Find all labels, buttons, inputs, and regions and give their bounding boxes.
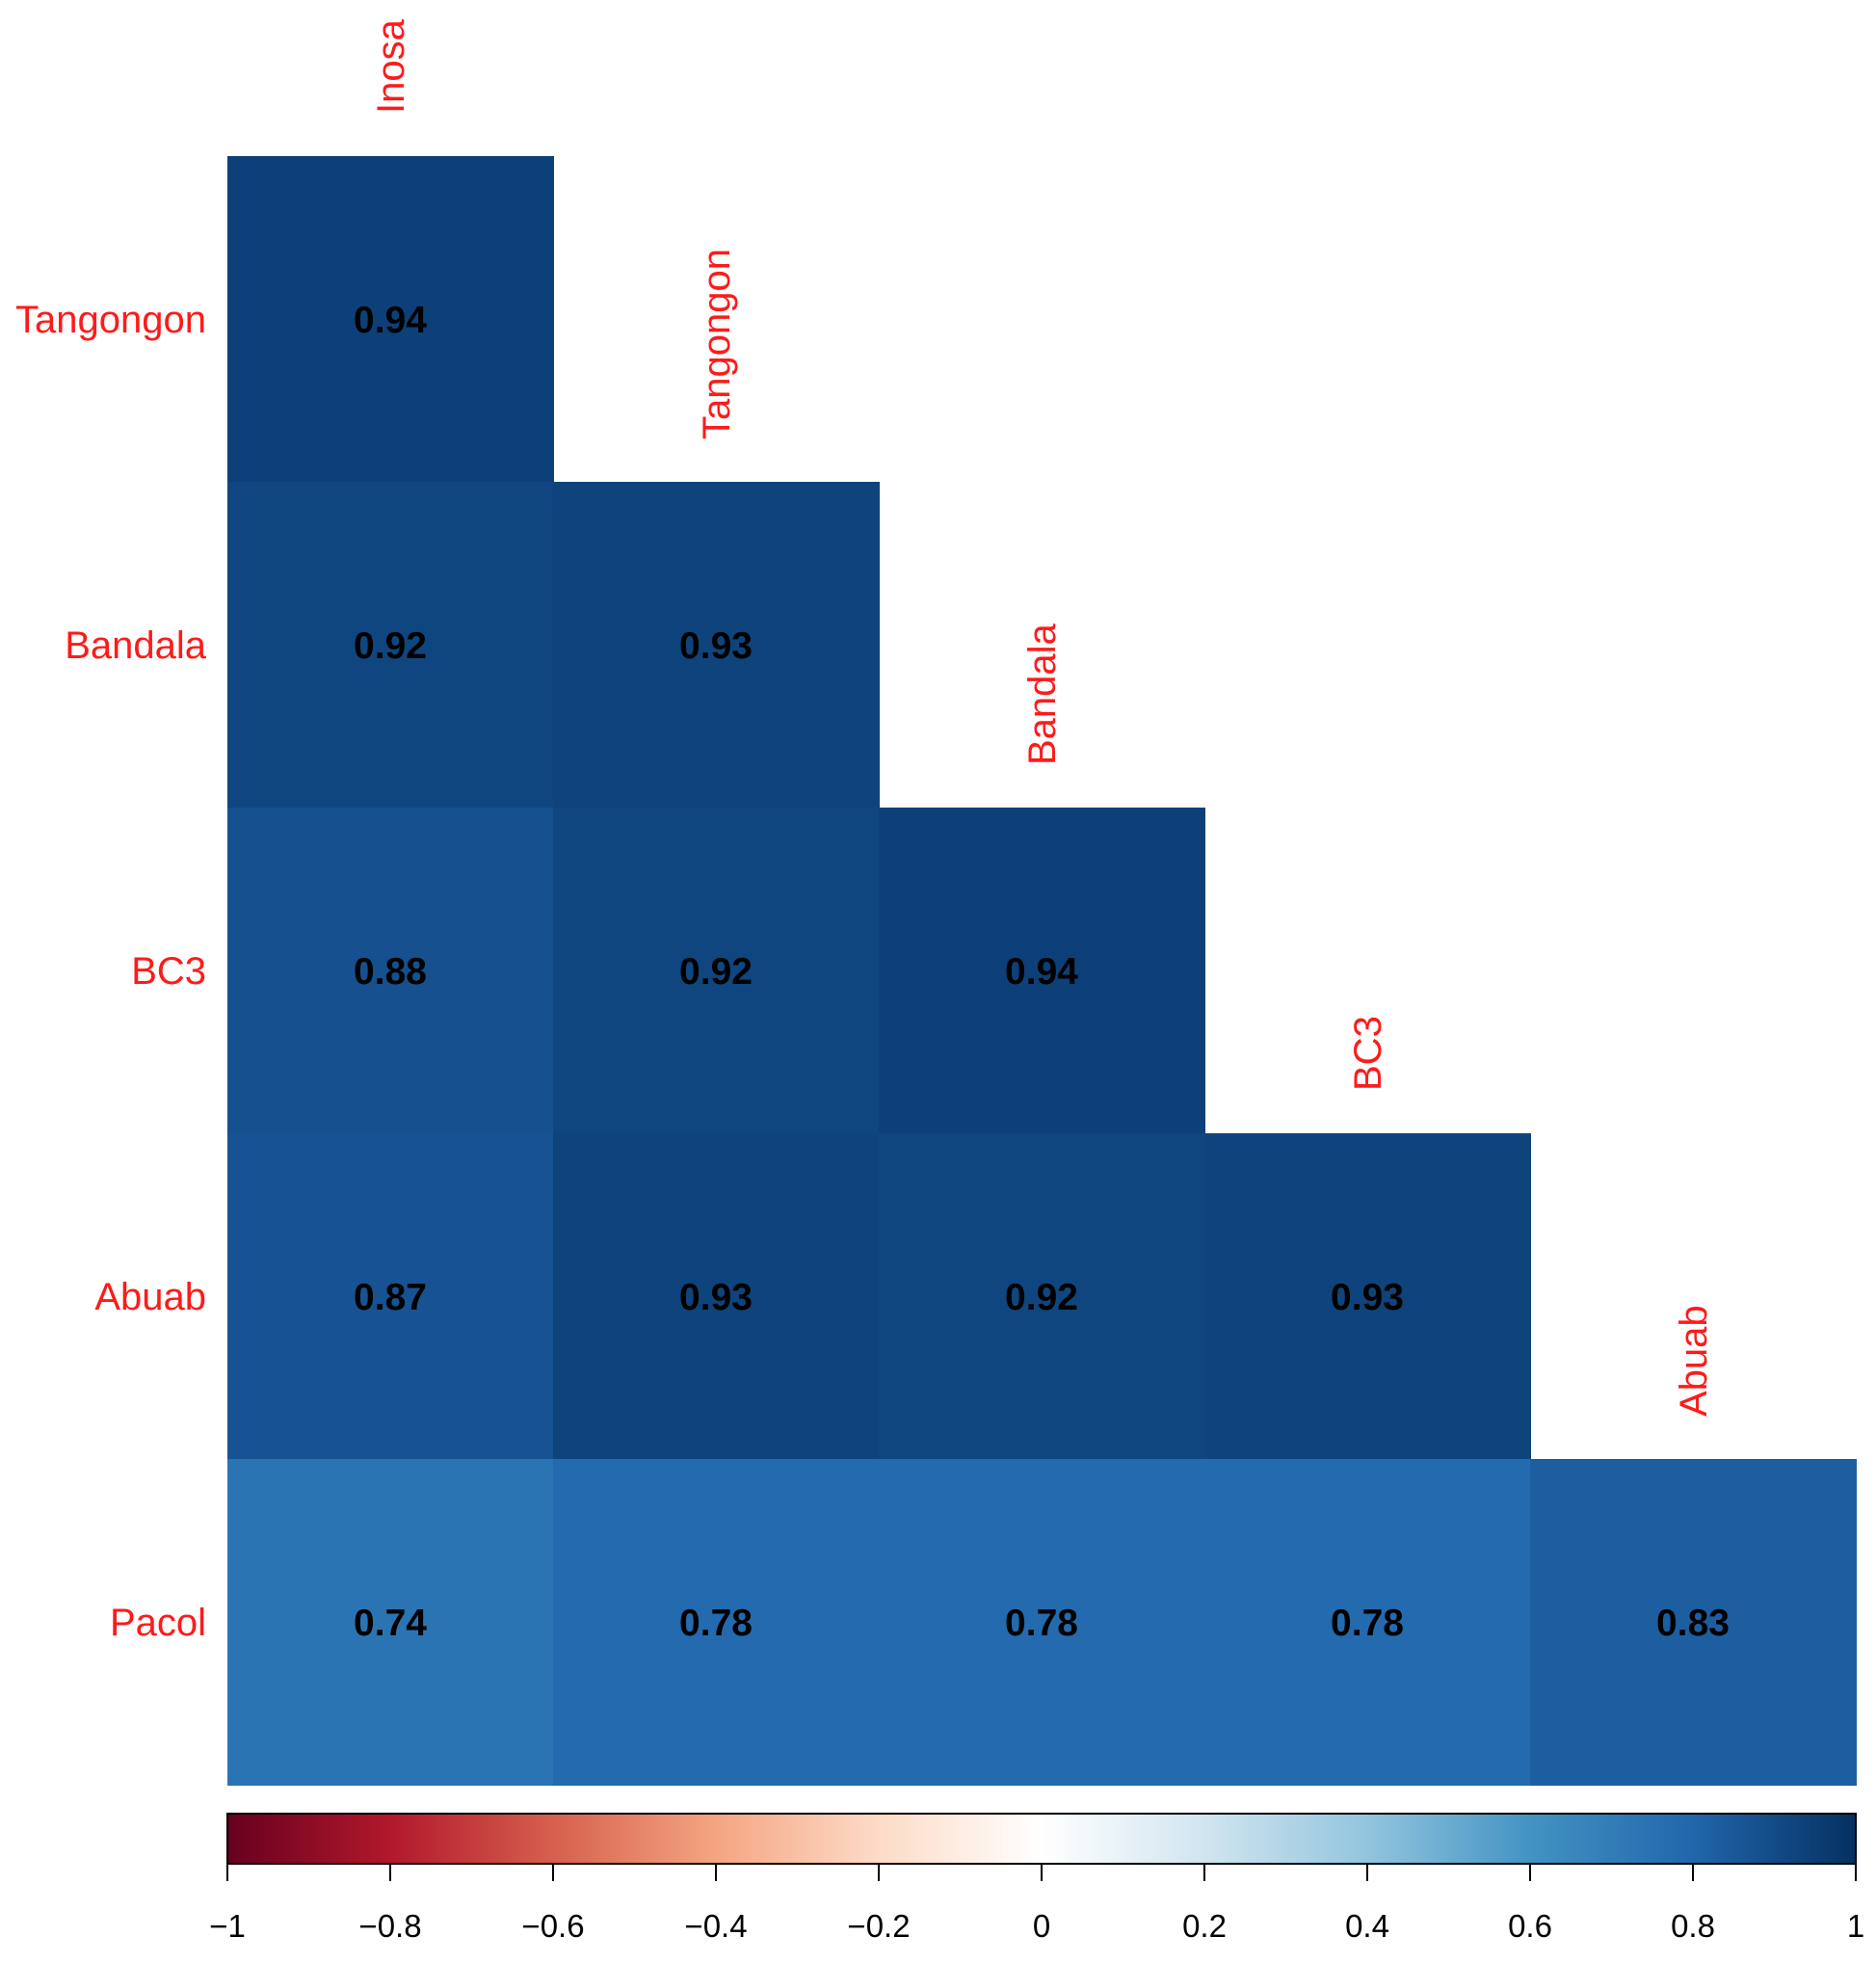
cell-bc3-bandala: [879, 808, 1205, 1134]
color-legend-tick-label: 0.2: [1182, 1908, 1227, 1944]
row-label-pacol: Pacol: [110, 1602, 206, 1644]
cell-value-label: 0.94: [1005, 951, 1078, 993]
cell-value-label: 0.92: [1005, 1277, 1078, 1318]
cell-pacol-bandala: [879, 1459, 1205, 1786]
cell-value-label: 0.88: [354, 951, 427, 993]
column-label-abuab: Abuab: [1673, 1305, 1715, 1417]
color-legend-ticks: −1 −0.8 −0.6 −0.4 −0.2 0 0.2 0.4 0.6 0.8 1: [209, 1864, 1864, 1944]
cell-tangongon-inosa: [227, 156, 554, 483]
color-legend-bar: [226, 1813, 1857, 1865]
color-legend-tick-label: −0.2: [847, 1908, 910, 1944]
cell-value-label: 0.92: [679, 951, 753, 993]
cell-bandala-tangongon: [553, 482, 880, 809]
row-labels: Tangongon Bandala BC3 Abuab Pacol: [15, 299, 207, 1644]
row-label-bc3: BC3: [131, 950, 206, 993]
cell-bc3-inosa: [227, 808, 554, 1134]
cell-value-label: 0.93: [679, 625, 753, 667]
column-label-tangongon: Tangongon: [696, 249, 738, 439]
color-legend-tick-label: 0: [1033, 1908, 1050, 1944]
column-label-inosa: Inosa: [370, 18, 412, 114]
cell-pacol-bc3: [1204, 1459, 1531, 1786]
cell-abuab-bandala: [879, 1133, 1205, 1460]
cell-abuab-bc3: [1204, 1133, 1531, 1460]
cell-value-label: 0.83: [1656, 1603, 1730, 1644]
row-label-tangongon: Tangongon: [15, 299, 206, 341]
column-labels: Inosa Tangongon Bandala BC3 Abuab: [370, 18, 1715, 1417]
heatmap-cells: 0.94 0.92 0.93 0.88 0.92 0.94 0.87 0.93 0.92 0.93…: [227, 156, 1857, 1786]
cell-pacol-inosa: [227, 1459, 554, 1786]
cell-bandala-inosa: [227, 482, 554, 809]
color-legend-tick-label: 0.4: [1345, 1908, 1389, 1944]
cell-value-label: 0.93: [679, 1277, 753, 1318]
row-label-abuab: Abuab: [94, 1276, 206, 1318]
cell-value-label: 0.93: [1331, 1277, 1404, 1318]
cell-pacol-tangongon: [553, 1459, 880, 1786]
cell-bc3-tangongon: [553, 808, 880, 1134]
color-legend-tick-label: −0.8: [358, 1908, 421, 1944]
cell-value-label: 0.74: [354, 1603, 427, 1644]
cell-value-label: 0.78: [679, 1603, 753, 1644]
cell-value-label: 0.92: [354, 625, 427, 667]
color-legend-tick-label: 0.8: [1671, 1908, 1715, 1944]
color-legend-tick-label: −0.6: [521, 1908, 584, 1944]
column-label-bc3: BC3: [1347, 1016, 1389, 1091]
cell-value-label: 0.87: [354, 1277, 427, 1318]
color-legend-tick-label: 1: [1847, 1908, 1864, 1944]
cell-value-label: 0.78: [1005, 1603, 1078, 1644]
row-label-bandala: Bandala: [65, 624, 207, 667]
cell-pacol-abuab: [1530, 1459, 1857, 1786]
color-legend-tick-label: −0.4: [684, 1908, 747, 1944]
cell-abuab-tangongon: [553, 1133, 880, 1460]
color-legend-tick-label: 0.6: [1508, 1908, 1552, 1944]
color-legend-tick-label: −1: [209, 1908, 246, 1944]
color-legend: −1 −0.8 −0.6 −0.4 −0.2 0 0.2 0.4 0.6 0.8 1: [209, 1813, 1864, 1944]
cell-value-label: 0.94: [354, 300, 427, 341]
column-label-bandala: Bandala: [1021, 623, 1064, 765]
cell-value-label: 0.78: [1331, 1603, 1404, 1644]
cell-abuab-inosa: [227, 1133, 554, 1460]
